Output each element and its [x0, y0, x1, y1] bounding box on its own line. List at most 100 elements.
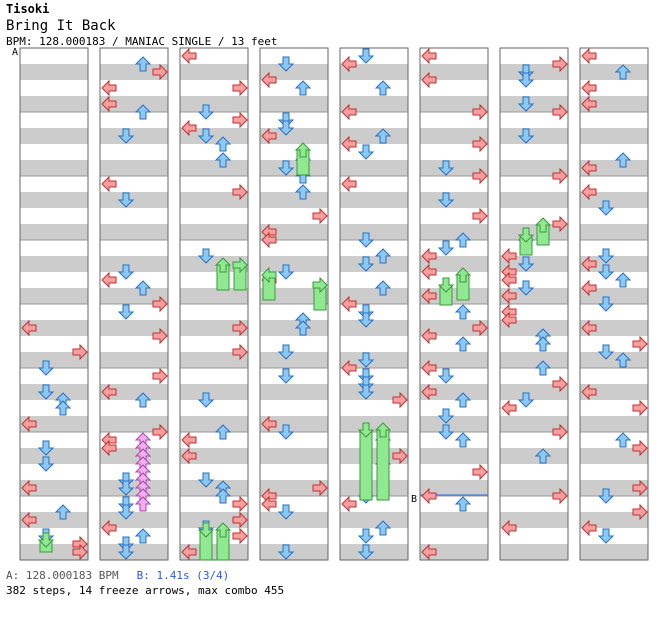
left-arrow: [501, 247, 517, 265]
beat-stripe: [100, 96, 168, 112]
down-arrow: [357, 544, 375, 560]
beat-stripe: [20, 96, 88, 112]
beat-stripe: [340, 352, 408, 368]
beat-stripe: [500, 192, 568, 208]
beat-stripe: [340, 288, 408, 304]
beat-stripe: [100, 320, 168, 336]
beat-stripe: [340, 128, 408, 144]
left-arrow: [181, 431, 197, 449]
right-arrow: [152, 295, 168, 313]
right-arrow: [552, 215, 568, 233]
right-arrow: [632, 479, 648, 497]
marker-a: A: [12, 47, 19, 58]
beat-stripe: [500, 320, 568, 336]
beat-stripe: [580, 480, 648, 496]
down-arrow: [277, 368, 295, 384]
beat-stripe: [20, 288, 88, 304]
bpm-b-label: B: 1.41s (3/4): [136, 569, 230, 582]
left-arrow: [421, 287, 437, 305]
left-arrow: [101, 383, 117, 401]
up-arrow: [214, 257, 232, 273]
up-arrow: [614, 64, 632, 80]
left-arrow: [101, 79, 117, 97]
beat-stripe: [180, 96, 248, 112]
beat-stripe: [180, 288, 248, 304]
step-stats: 382 steps, 14 freeze arrows, max combo 4…: [6, 584, 285, 597]
up-arrow: [614, 432, 632, 448]
down-arrow: [517, 280, 535, 296]
down-arrow: [597, 264, 615, 280]
up-arrow: [214, 488, 232, 504]
down-arrow: [37, 360, 55, 376]
left-arrow: [181, 543, 197, 561]
beat-stripe: [500, 96, 568, 112]
beat-stripe: [420, 224, 488, 240]
beat-stripe: [260, 544, 328, 560]
down-arrow: [117, 264, 135, 280]
down-arrow: [357, 352, 375, 368]
right-arrow: [232, 319, 248, 337]
left-arrow: [341, 135, 357, 153]
beat-stripe: [180, 224, 248, 240]
right-arrow: [232, 495, 248, 513]
right-arrow: [232, 79, 248, 97]
up-arrow: [134, 496, 152, 512]
beat-stripe: [500, 384, 568, 400]
right-arrow: [472, 103, 488, 121]
down-arrow: [517, 227, 535, 243]
down-arrow: [437, 160, 455, 176]
down-arrow: [277, 544, 295, 560]
beat-stripe: [100, 416, 168, 432]
beat-stripe: [340, 224, 408, 240]
beat-stripe: [500, 256, 568, 272]
up-arrow: [534, 336, 552, 352]
up-arrow: [54, 504, 72, 520]
beat-stripe: [20, 480, 88, 496]
beat-stripe: [420, 96, 488, 112]
down-arrow: [357, 422, 375, 438]
beat-stripe: [20, 512, 88, 528]
beat-stripe: [260, 384, 328, 400]
beat-stripe: [420, 480, 488, 496]
down-arrow: [117, 544, 135, 560]
left-arrow: [421, 71, 437, 89]
up-arrow: [454, 392, 472, 408]
beat-stripe: [260, 512, 328, 528]
down-arrow: [517, 392, 535, 408]
beat-stripe: [420, 288, 488, 304]
left-arrow: [101, 95, 117, 113]
beat-stripe: [260, 480, 328, 496]
up-arrow: [374, 248, 392, 264]
beat-stripe: [500, 416, 568, 432]
beat-stripe: [20, 352, 88, 368]
column-border: [19, 47, 89, 561]
up-arrow: [454, 432, 472, 448]
beat-stripe: [580, 160, 648, 176]
up-arrow: [374, 520, 392, 536]
left-arrow: [101, 271, 117, 289]
beat-stripe: [20, 320, 88, 336]
beat-stripe: [500, 512, 568, 528]
beat-stripe: [180, 448, 248, 464]
right-arrow: [632, 439, 648, 457]
beat-stripe: [180, 416, 248, 432]
beat-stripe: [580, 96, 648, 112]
up-arrow: [534, 448, 552, 464]
beat-stripe: [580, 512, 648, 528]
beat-stripe: [100, 288, 168, 304]
up-arrow: [294, 142, 312, 158]
beat-stripe: [20, 256, 88, 272]
left-arrow: [181, 47, 197, 65]
up-arrow: [294, 80, 312, 96]
beat-stripe: [100, 544, 168, 560]
beat-stripe: [580, 384, 648, 400]
left-arrow: [421, 359, 437, 377]
chart-info: BPM: 128.000183 / MANIAC SINGLE / 13 fee…: [6, 35, 278, 48]
left-arrow: [581, 159, 597, 177]
down-arrow: [197, 392, 215, 408]
beat-stripe: [500, 480, 568, 496]
right-arrow: [552, 423, 568, 441]
beat-stripe: [180, 192, 248, 208]
down-arrow: [517, 256, 535, 272]
